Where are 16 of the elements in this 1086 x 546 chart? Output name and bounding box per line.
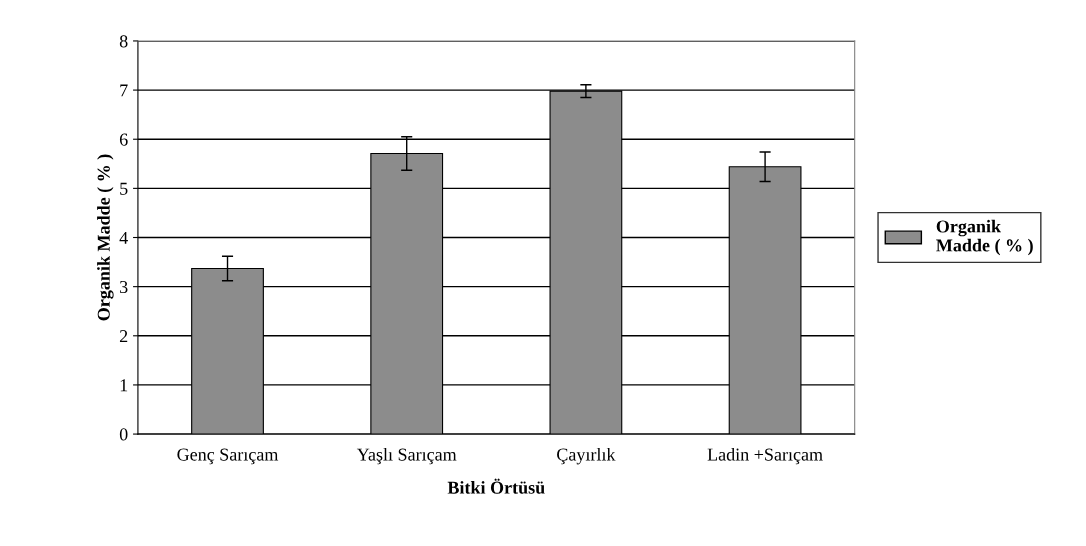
- x-tick-label: Genç Sarıçam: [177, 448, 279, 465]
- y-axis-title: Organik Madde ( % ): [97, 154, 114, 321]
- x-tick-label: Ladin +Sarıçam: [707, 447, 823, 465]
- y-tick-label: 1: [120, 379, 128, 392]
- legend-label: Organik Madde ( % ): [936, 219, 1033, 256]
- y-tick-label: 7: [120, 84, 128, 97]
- x-tick-label: Çayırlık: [557, 447, 616, 465]
- x-axis-title: Bitki Örtüsü: [447, 478, 545, 494]
- y-tick-label: 5: [120, 182, 128, 195]
- y-tick-label: 4: [119, 231, 128, 244]
- y-tick-label: 8: [119, 35, 128, 48]
- y-tick-label: 3: [120, 280, 128, 294]
- x-tick-label: Yaşlı Sarıçam: [356, 447, 457, 465]
- y-tick-label: 0: [119, 428, 128, 441]
- y-tick-label: 2: [119, 330, 128, 343]
- y-tick-label: 6: [119, 133, 128, 146]
